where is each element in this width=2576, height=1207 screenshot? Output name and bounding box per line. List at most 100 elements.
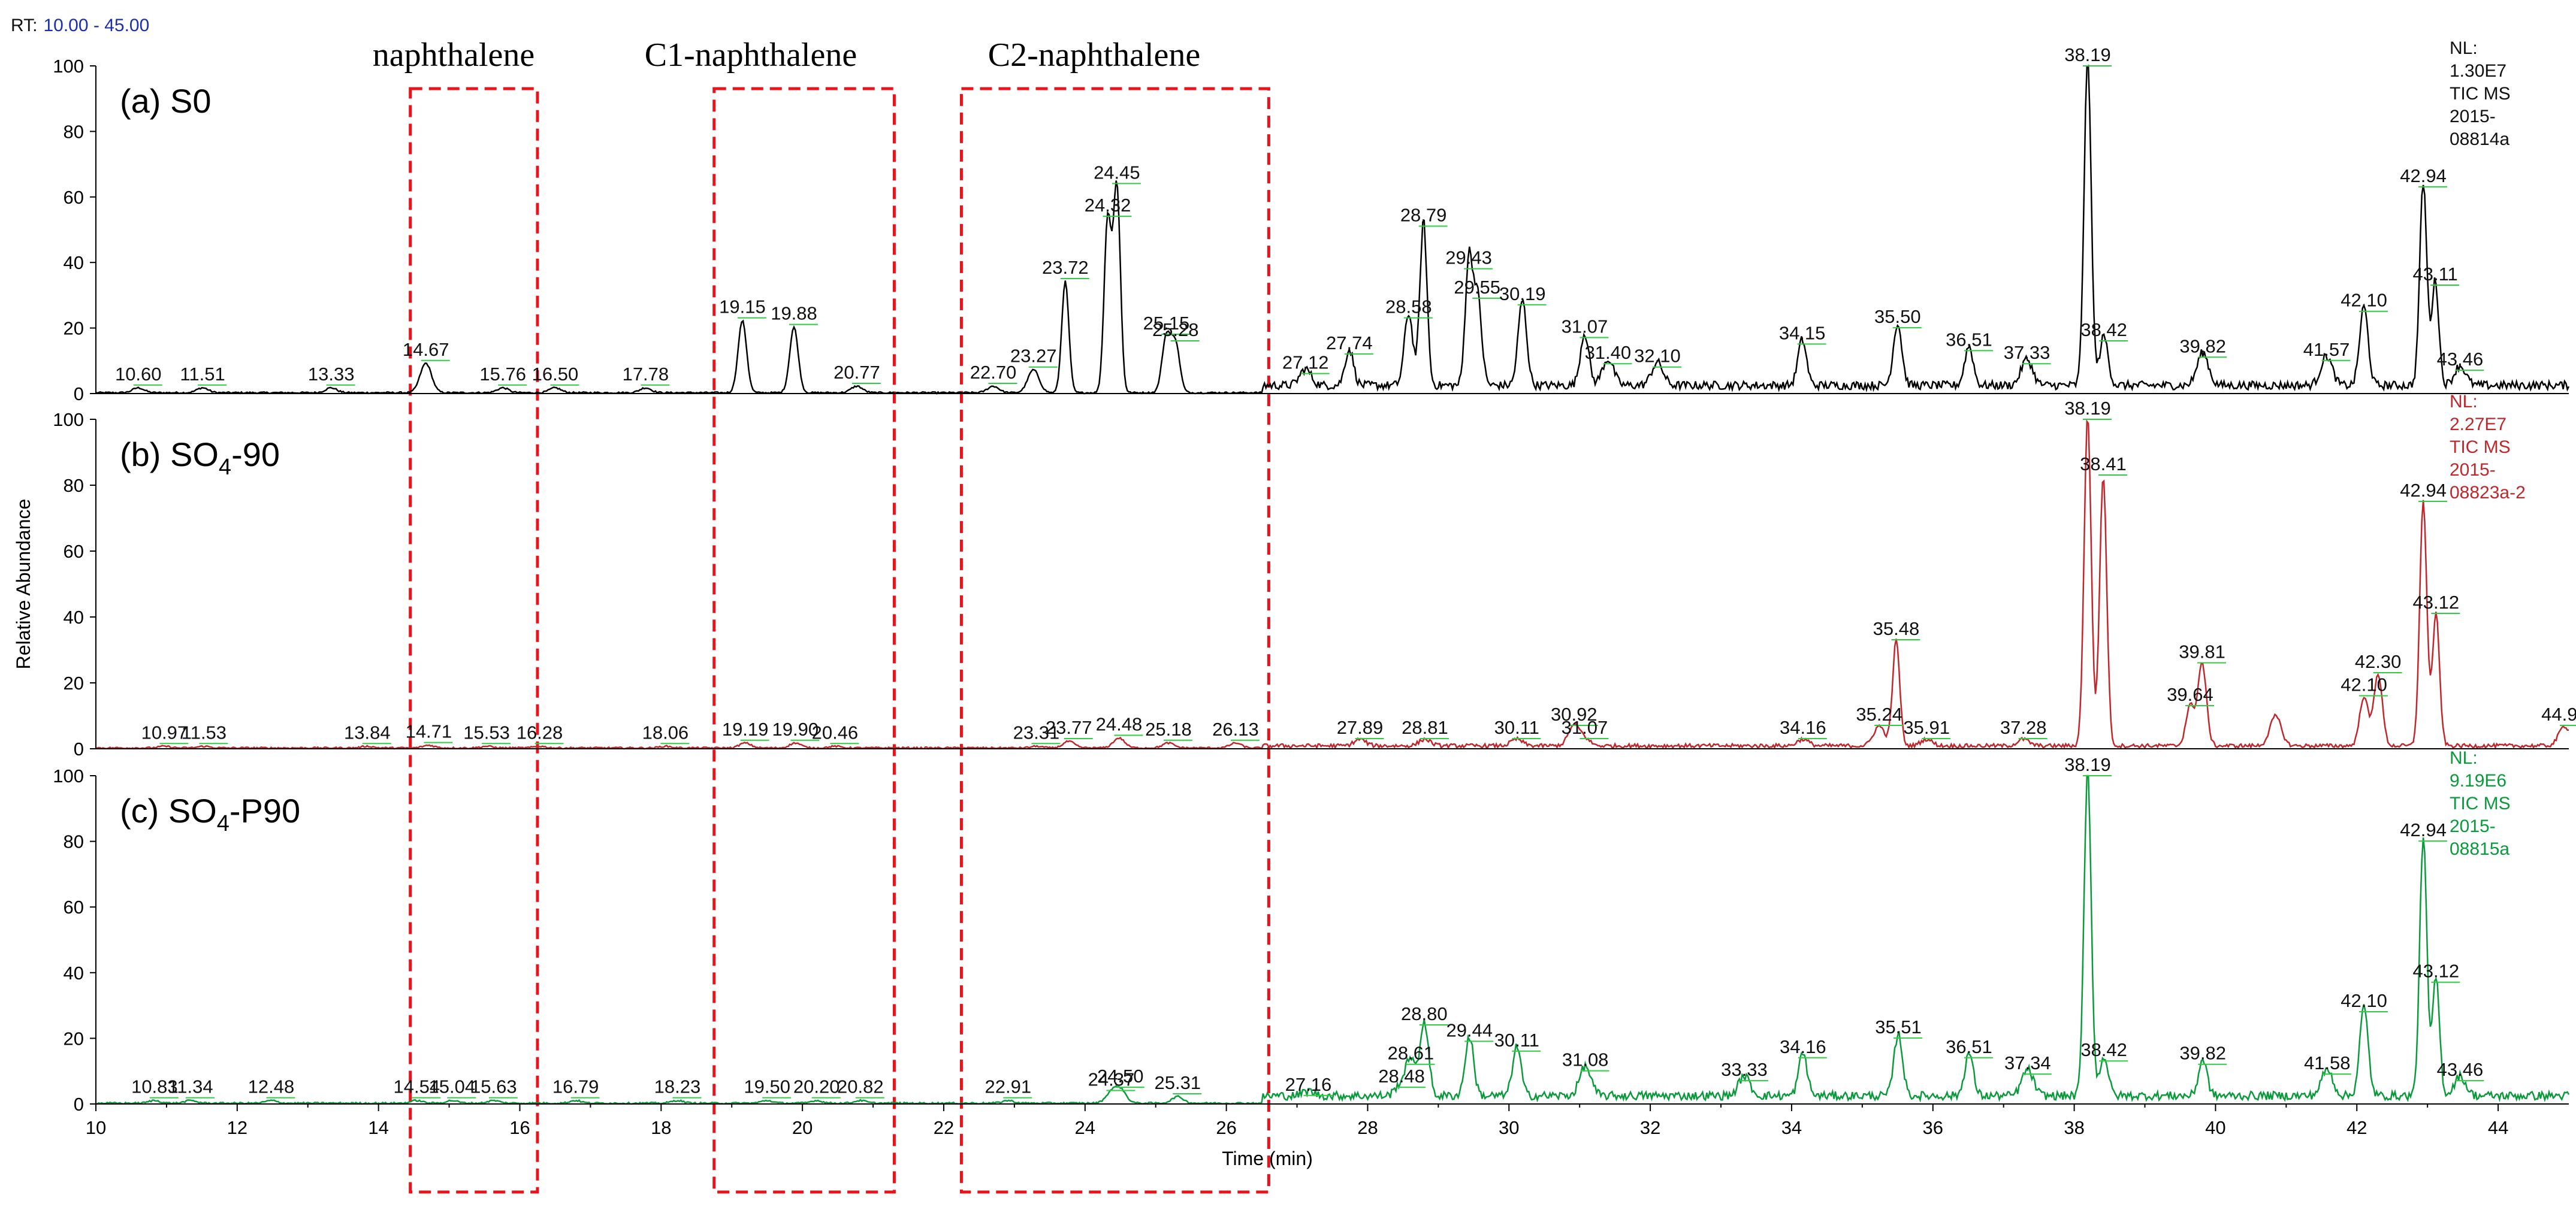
x-tick-label: 10 — [86, 1117, 106, 1138]
peak-label: 35.50 — [1874, 306, 1921, 327]
peak-label: 29.43 — [1445, 247, 1492, 268]
x-tick-label: 26 — [1216, 1117, 1236, 1138]
rt-range-label: RT: — [11, 16, 37, 35]
peak-label: 19.15 — [719, 297, 766, 317]
peak-label: 43.11 — [2413, 264, 2458, 285]
peak-label: 20.82 — [837, 1076, 884, 1097]
peak-label: 42.94 — [2400, 480, 2447, 501]
peak-label: 38.19 — [2064, 754, 2111, 775]
peak-label: 10.60 — [115, 364, 162, 385]
nl-info-line: 08815a — [2450, 839, 2509, 859]
x-tick-label: 34 — [1781, 1117, 1802, 1138]
peak-label: 19.88 — [771, 303, 817, 324]
peak-label: 38.42 — [2080, 319, 2127, 340]
x-tick-label: 14 — [368, 1117, 388, 1138]
peak-label: 14.54 — [394, 1076, 440, 1097]
nl-info-line: 2.27E7 — [2450, 415, 2506, 434]
y-tick-label: 0 — [74, 1094, 84, 1115]
peak-label: 10.83 — [131, 1076, 178, 1097]
peak-label: 11.51 — [180, 364, 225, 385]
region-box — [712, 87, 896, 1194]
peak-label: 19.50 — [744, 1076, 790, 1097]
peak-label: 35.51 — [1875, 1017, 1922, 1037]
panel-title: (c) SO4-P90 — [120, 792, 300, 836]
y-tick-label: 80 — [64, 475, 84, 496]
peak-label: 43.12 — [2413, 592, 2460, 613]
peak-label: 27.12 — [1282, 352, 1329, 373]
peak-label: 28.58 — [1385, 297, 1432, 317]
peak-label: 29.44 — [1446, 1020, 1493, 1040]
peak-label: 43.46 — [2437, 349, 2484, 370]
region-box — [409, 87, 539, 1194]
nl-info-line: 2015- — [2450, 816, 2496, 836]
y-tick-label: 40 — [64, 963, 84, 984]
nl-info-line: TIC MS — [2450, 84, 2511, 104]
peak-label: 25.28 — [1152, 319, 1199, 340]
peak-label: 11.34 — [168, 1076, 213, 1097]
peak-label: 24.32 — [1085, 195, 1131, 216]
peak-label: 41.58 — [2304, 1052, 2351, 1073]
axes: 0 20 40 60 80 100 0 20 40 60 80 100 0 20 40 60 80 100 10 12… — [13, 56, 2569, 1169]
peak-label: 39.64 — [2167, 684, 2213, 705]
peak-label: 32.10 — [1634, 346, 1681, 367]
peak-label: 24.45 — [1094, 162, 1140, 183]
peak-label: 36.51 — [1946, 329, 1992, 350]
peak-label: 14.67 — [403, 339, 449, 360]
peak-label: 38.42 — [2080, 1039, 2127, 1060]
peak-label: 23.31 — [1013, 722, 1060, 743]
peak-label: 42.10 — [2341, 674, 2387, 695]
nl-info-line: NL: — [2450, 38, 2478, 58]
nl-info-line: TIC MS — [2450, 794, 2511, 813]
peak-label: 17.78 — [623, 364, 669, 385]
y-tick-label: 80 — [64, 121, 84, 142]
peak-label: 39.82 — [2179, 1043, 2226, 1064]
peak-label: 24.37 — [1088, 1069, 1135, 1090]
x-tick-label: 42 — [2347, 1117, 2367, 1138]
peak-label: 14.71 — [406, 721, 452, 742]
peak-label: 31.08 — [1562, 1049, 1609, 1070]
peak-label: 28.80 — [1401, 1003, 1448, 1024]
peak-label: 15.63 — [470, 1076, 517, 1097]
region-label: C2-naphthalene — [988, 37, 1201, 74]
x-tick-label: 44 — [2488, 1117, 2508, 1138]
panel-title-prefix: (c) SO — [120, 792, 217, 830]
peak-label: 42.10 — [2341, 990, 2387, 1011]
x-tick-label: 12 — [227, 1117, 247, 1138]
peak-label: 11.53 — [182, 722, 227, 743]
peak-label: 28.61 — [1388, 1043, 1435, 1064]
peak-label: 30.19 — [1499, 283, 1546, 304]
peak-label: 33.33 — [1721, 1059, 1768, 1080]
x-tick-label: 16 — [509, 1117, 530, 1138]
nl-info-line: NL: — [2450, 748, 2478, 768]
y-tick-label: 60 — [64, 187, 84, 208]
peak-label: 42.94 — [2400, 165, 2447, 186]
region-boxes — [409, 87, 1270, 1194]
peak-label: 38.19 — [2064, 44, 2111, 65]
peak-label: 42.94 — [2400, 819, 2447, 840]
peak-label: 29.55 — [1454, 277, 1500, 298]
peak-label: 42.10 — [2341, 290, 2387, 311]
y-tick-label: 20 — [64, 673, 84, 694]
peak-label: 20.20 — [793, 1076, 840, 1097]
y-tick-label: 0 — [74, 739, 84, 760]
peak-label: 16.79 — [552, 1076, 599, 1097]
peak-label: 24.50 — [1097, 1066, 1144, 1087]
y-axis-title: Relative Abundance — [13, 499, 34, 670]
peak-label: 26.13 — [1212, 719, 1259, 740]
annotations: 10.60 11.51 13.33 14.67 15.76 16.50 17.78 19.15… — [11, 16, 2576, 1099]
panel-title-prefix: (b) SO — [120, 435, 219, 473]
peak-label: 38.19 — [2064, 398, 2111, 419]
peak-label: 10.97 — [141, 722, 188, 743]
peak-label: 34.16 — [1780, 717, 1826, 738]
peak-label: 13.33 — [308, 364, 355, 385]
peak-label: 43.46 — [2437, 1059, 2484, 1080]
y-tick-label: 60 — [64, 897, 84, 918]
peak-label: 22.91 — [985, 1076, 1031, 1097]
peak-label: 37.28 — [2000, 717, 2047, 738]
panel-title-suffix: -P90 — [229, 792, 300, 830]
peak-label: 34.15 — [1779, 322, 1826, 343]
peak-label: 31.40 — [1585, 342, 1632, 363]
x-tick-label: 36 — [1923, 1117, 1943, 1138]
peak-label: 39.81 — [2179, 642, 2225, 663]
